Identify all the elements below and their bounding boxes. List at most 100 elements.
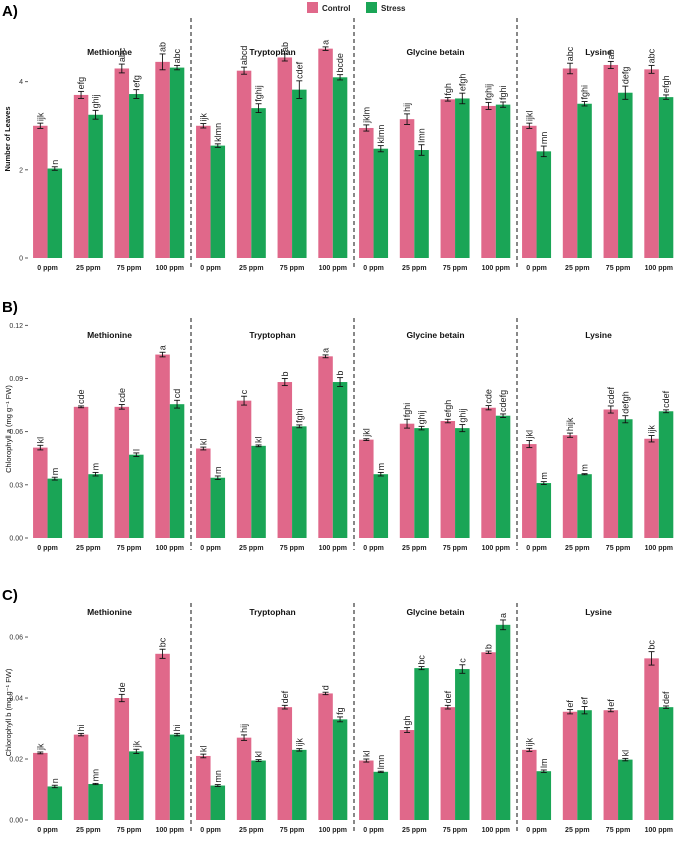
significance-letter: hijk (565, 417, 575, 431)
significance-letter: ijk (198, 113, 208, 122)
significance-letter: bcde (335, 53, 345, 73)
significance-letter: b (484, 644, 494, 649)
control-bar (522, 444, 537, 538)
stress-bar (47, 786, 63, 820)
significance-letter: n (50, 778, 60, 783)
significance-letter: m (539, 472, 549, 480)
group-title: Glycine betain (406, 607, 464, 617)
control-bar (603, 710, 619, 820)
significance-letter: m (213, 466, 223, 474)
stress-bar (332, 382, 348, 538)
group-title: Glycine betain (406, 330, 464, 340)
control-bar (522, 749, 537, 820)
stress-bar (414, 428, 429, 538)
significance-letter: kl (254, 436, 264, 443)
significance-letter: bc (158, 637, 168, 647)
control-bar (73, 406, 89, 538)
control-bar (155, 354, 170, 538)
x-tick-label: 100 ppm (645, 265, 673, 272)
group-title: Methionine (87, 330, 132, 340)
significance-letter: bc (647, 640, 657, 650)
control-bar (562, 68, 578, 259)
x-tick-label: 0 ppm (37, 827, 58, 834)
control-bar (359, 760, 374, 820)
panel-label: C) (2, 587, 18, 604)
group-title: Tryptophan (249, 330, 295, 340)
x-tick-label: 100 ppm (319, 827, 347, 834)
control-bar (603, 64, 619, 258)
x-tick-label: 25 ppm (402, 265, 427, 272)
significance-letter: cdef (661, 390, 671, 408)
control-bar (114, 68, 130, 259)
control-bar (277, 707, 293, 820)
significance-letter: ab (606, 49, 616, 59)
x-tick-label: 75 ppm (606, 265, 631, 272)
legend: Control Stress (307, 2, 406, 13)
significance-letter: l (131, 449, 141, 451)
significance-letter: fghi (294, 408, 304, 423)
significance-letter: jklm (361, 107, 371, 124)
group-title: Lysine (585, 47, 612, 57)
significance-letter: kl (198, 746, 208, 753)
significance-letter: efg (131, 75, 141, 88)
x-tick-label: 100 ppm (156, 545, 184, 552)
significance-letter: jk (131, 740, 141, 748)
stress-bar (169, 67, 185, 258)
x-tick-label: 0 ppm (526, 827, 547, 834)
x-tick-label: 100 ppm (319, 545, 347, 552)
y-tick-label: 0.09 (9, 376, 23, 383)
significance-letter: d (321, 685, 331, 690)
significance-letter: ghij (417, 410, 427, 424)
significance-letter: ghij (91, 94, 101, 108)
stress-bar (414, 150, 429, 258)
significance-letter: ijk (35, 112, 45, 121)
significance-letter: efg (76, 77, 86, 90)
stress-bar (88, 474, 103, 538)
control-bar (481, 407, 496, 538)
control-bar (155, 653, 170, 820)
control-bar (440, 421, 456, 538)
significance-letter: m (91, 463, 101, 471)
x-tick-label: 0 ppm (200, 265, 221, 272)
significance-letter: hij (402, 103, 412, 112)
significance-letter: hi (172, 724, 182, 731)
significance-letter: jkl (361, 428, 371, 438)
stress-bar (47, 168, 63, 258)
significance-letter: efgh (661, 75, 671, 93)
significance-letter: ghij (457, 409, 467, 423)
significance-letter: defgh (620, 391, 630, 414)
significance-letter: lm (539, 758, 549, 768)
y-tick-label: 0.02 (9, 757, 23, 764)
y-axis-title: Chlorophyll a (mg g⁻¹ FW) (4, 385, 13, 473)
significance-letter: a (321, 40, 331, 45)
y-tick-label: 0.06 (9, 635, 23, 642)
control-bar (399, 730, 415, 820)
significance-letter: klmn (213, 123, 223, 142)
stress-bar (169, 734, 185, 820)
control-bar (440, 707, 456, 820)
stress-bar (577, 710, 592, 820)
significance-letter: ijkl (524, 111, 534, 122)
control-bar (644, 658, 659, 820)
significance-letter: ef (580, 697, 590, 705)
x-tick-label: 100 ppm (156, 827, 184, 834)
significance-letter: bc (417, 655, 427, 665)
x-tick-label: 0 ppm (37, 265, 58, 272)
control-bar (33, 447, 48, 538)
significance-letter: fghij (254, 85, 264, 102)
x-tick-label: 75 ppm (606, 545, 631, 552)
x-tick-label: 25 ppm (76, 545, 101, 552)
control-bar (359, 439, 374, 538)
significance-letter: defg (620, 67, 630, 85)
x-tick-label: 100 ppm (645, 545, 673, 552)
x-tick-label: 0 ppm (526, 265, 547, 272)
x-tick-label: 25 ppm (76, 827, 101, 834)
stress-bar (210, 785, 226, 820)
control-bar (236, 737, 252, 820)
x-tick-label: 25 ppm (565, 265, 590, 272)
stress-bar (129, 94, 144, 259)
stress-bar (332, 77, 348, 258)
y-tick-label: 0.06 (9, 429, 23, 436)
control-bar (522, 125, 537, 259)
x-tick-label: 100 ppm (482, 265, 510, 272)
